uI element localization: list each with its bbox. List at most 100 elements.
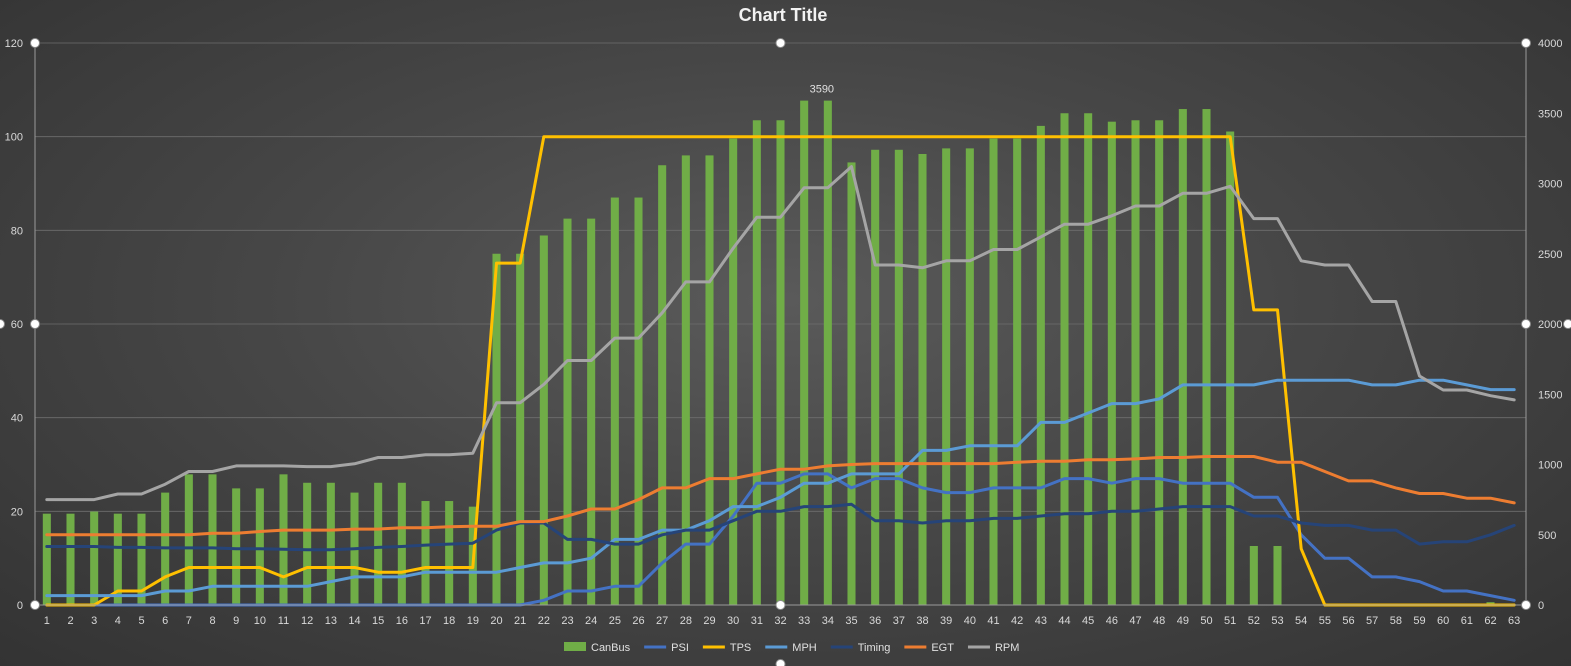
resize-handle[interactable] [1563,319,1571,329]
resize-handle[interactable] [1521,38,1531,48]
x-tick-label: 24 [585,615,597,627]
canbus-bar [421,501,430,605]
x-tick-label: 30 [727,615,739,627]
canbus-bar [42,513,51,605]
resize-handle[interactable] [30,600,40,610]
x-tick-label: 39 [940,615,952,627]
x-tick-label: 54 [1295,615,1307,627]
x-tick-label: 51 [1224,615,1236,627]
x-tick-label: 2 [67,615,73,627]
canbus-bar [1013,138,1022,606]
canbus-bar [942,148,951,605]
legend-label: EGT [931,642,954,654]
x-tick-label: 34 [822,615,834,627]
legend-item: RPM [967,642,1019,654]
canbus-bar [634,197,643,606]
y2-tick-label: 4000 [1538,38,1562,50]
y-tick-label: 40 [11,413,23,425]
x-tick-label: 25 [609,615,621,627]
selection-handles[interactable] [0,38,1571,666]
canbus-bars [42,100,1495,606]
x-tick-label: 32 [774,615,786,627]
canbus-bar [705,155,714,605]
x-tick-label: 57 [1366,615,1378,627]
data-labels: 3590 [810,84,834,96]
canbus-bar [303,482,312,605]
resize-handle[interactable] [775,600,786,610]
canbus-bar [492,253,501,605]
resize-handle[interactable] [0,319,5,329]
resize-handle[interactable] [775,38,786,48]
x-tick-label: 53 [1271,615,1283,627]
canbus-bar [776,120,785,606]
x-tick-label: 63 [1508,615,1520,627]
canbus-bar [965,148,974,605]
canbus-bar [184,474,193,605]
canbus-bar [752,120,761,606]
chart-title: Chart Title [739,5,828,25]
canbus-bar [1060,113,1069,605]
canbus-bar [847,162,856,606]
x-tick-label: 31 [751,615,763,627]
rpm-line [45,165,1516,502]
x-tick-label: 33 [798,615,810,627]
canbus-bar [90,511,99,605]
data-label: 3590 [810,84,834,96]
x-tick-label: 56 [1342,615,1354,627]
resize-handle[interactable] [1521,600,1531,610]
x-tick-label: 38 [916,615,928,627]
x-tick-label: 9 [233,615,239,627]
mph-line [45,378,1516,598]
x-tick-label: 55 [1319,615,1331,627]
canbus-bar [729,138,738,606]
canbus-bar [1107,121,1116,606]
legend-label: MPH [792,642,817,654]
x-tick-label: 42 [1011,615,1023,627]
canbus-bar [1273,545,1282,605]
canbus-bar [800,100,809,605]
x-tick-label: 50 [1200,615,1212,627]
canbus-bar [989,138,998,606]
canbus-bar [137,513,146,605]
x-tick-label: 45 [1082,615,1094,627]
x-tick-label: 35 [845,615,857,627]
timing-line [45,502,1516,552]
canbus-bar [1036,125,1045,606]
egt-line [45,455,1516,537]
resize-handle[interactable] [775,659,786,666]
resize-handle[interactable] [30,319,40,329]
legend-item: Timing [830,642,890,654]
canbus-bar [1202,109,1211,605]
x-tick-label: 58 [1390,615,1402,627]
x-tick-label: 3 [91,615,97,627]
x-tick-label: 62 [1484,615,1496,627]
x-tick-label: 15 [372,615,384,627]
resize-handle[interactable] [30,38,40,48]
legend-label: TPS [730,642,751,654]
x-tick-label: 8 [209,615,215,627]
canbus-bar [1084,113,1093,605]
x-tick-label: 60 [1437,615,1449,627]
legend-label: PSI [671,642,689,654]
x-tick-label: 29 [703,615,715,627]
canbus-bar [1226,131,1235,605]
x-tick-label: 14 [348,615,360,627]
x-tick-label: 46 [1106,615,1118,627]
x-tick-label: 7 [186,615,192,627]
legend-item: CanBus [564,642,631,654]
resize-handle[interactable] [1521,319,1531,329]
canbus-bar [208,474,217,605]
x-tick-label: 23 [561,615,573,627]
legend-item: TPS [702,642,751,654]
canbus-bar [587,218,596,605]
legend-item: MPH [765,642,817,654]
x-tick-label: 6 [162,615,168,627]
y-tick-label: 0 [17,600,23,612]
y-tick-label: 100 [5,132,23,144]
x-tick-label: 22 [538,615,550,627]
x-tick-label: 19 [467,615,479,627]
canbus-bar [871,149,880,605]
x-tick-label: 59 [1413,615,1425,627]
x-tick-label: 12 [301,615,313,627]
